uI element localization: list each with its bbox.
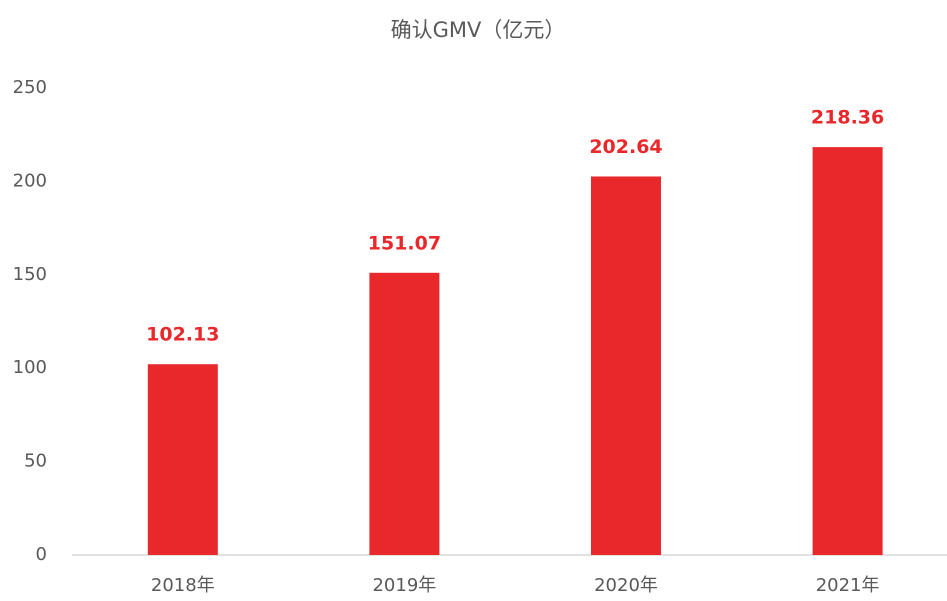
y-tick-label: 100 bbox=[13, 357, 47, 378]
x-tick-label: 2020年 bbox=[594, 575, 658, 596]
x-tick-label: 2018年 bbox=[151, 575, 215, 596]
data-label: 218.36 bbox=[811, 107, 884, 129]
bar bbox=[812, 147, 883, 555]
y-tick-label: 0 bbox=[36, 544, 47, 565]
y-tick-label: 50 bbox=[24, 451, 47, 472]
data-label: 202.64 bbox=[589, 136, 662, 158]
data-label: 102.13 bbox=[146, 324, 219, 346]
bar bbox=[591, 176, 661, 555]
data-label: 151.07 bbox=[368, 232, 441, 254]
y-tick-label: 150 bbox=[13, 264, 47, 285]
chart-title: 确认GMV（亿元） bbox=[391, 18, 566, 42]
y-tick-label: 250 bbox=[13, 77, 47, 98]
bar bbox=[147, 364, 218, 555]
x-tick-label: 2021年 bbox=[816, 575, 880, 596]
y-tick-label: 200 bbox=[13, 170, 47, 191]
bar bbox=[369, 272, 440, 555]
x-tick-label: 2019年 bbox=[372, 575, 436, 596]
